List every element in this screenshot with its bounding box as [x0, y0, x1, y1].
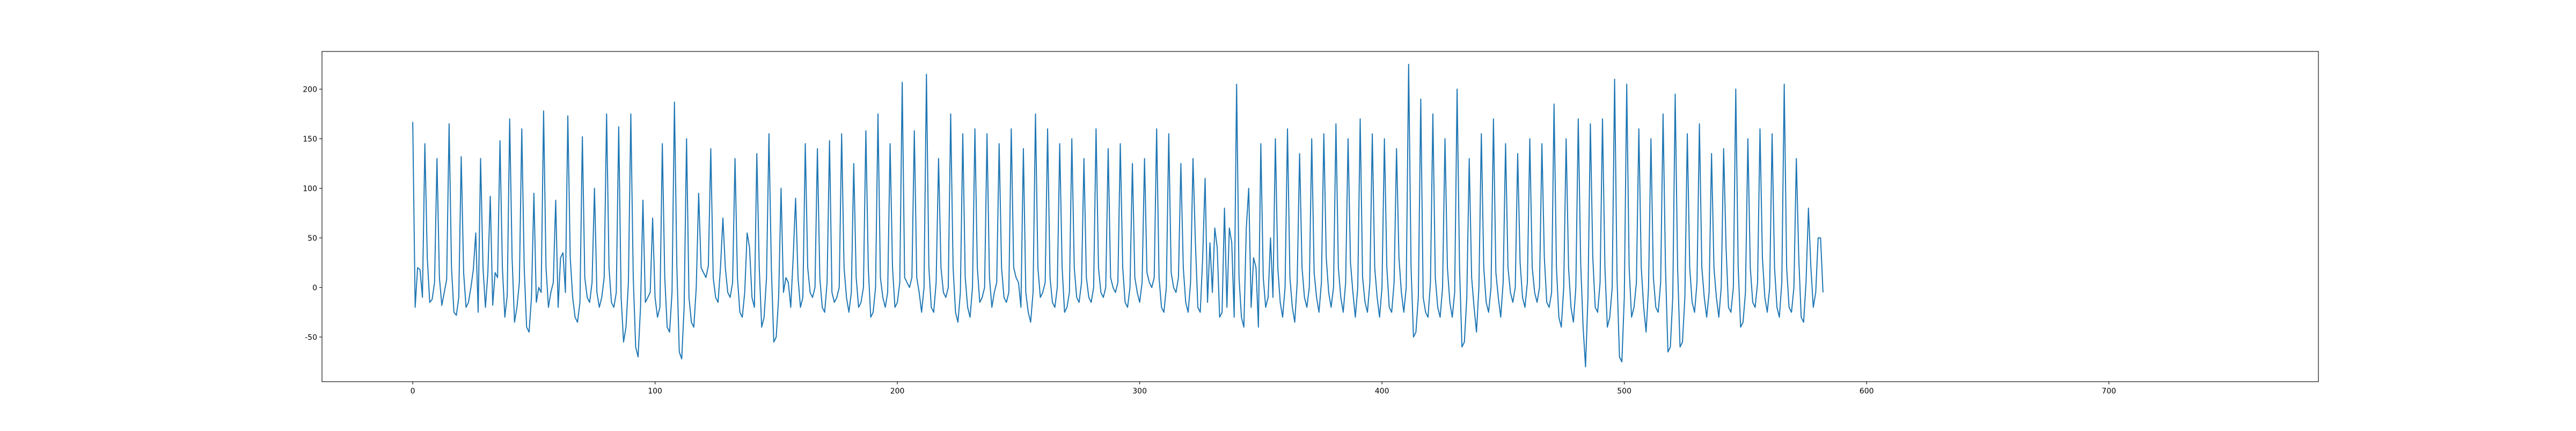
x-tick-label: 700	[2102, 387, 2116, 396]
y-tick-label: 150	[303, 135, 317, 144]
x-tick-label: 100	[648, 387, 662, 396]
x-tick-label: 0	[411, 387, 415, 396]
x-tick-label: 200	[890, 387, 905, 396]
plot-area	[412, 64, 1824, 368]
y-tick-label: 200	[303, 85, 317, 94]
y-tick-label: 100	[303, 184, 317, 193]
axes-frame	[321, 51, 2319, 382]
y-tick-label: 0	[312, 284, 317, 292]
x-tick-label: 300	[1132, 387, 1147, 396]
y-tick-label: -50	[305, 333, 317, 342]
x-tick-label: 600	[1860, 387, 1874, 396]
y-tick-label: 50	[308, 234, 317, 243]
x-tick-label: 500	[1617, 387, 1631, 396]
data-line	[412, 64, 1824, 368]
x-tick-label: 400	[1375, 387, 1389, 396]
